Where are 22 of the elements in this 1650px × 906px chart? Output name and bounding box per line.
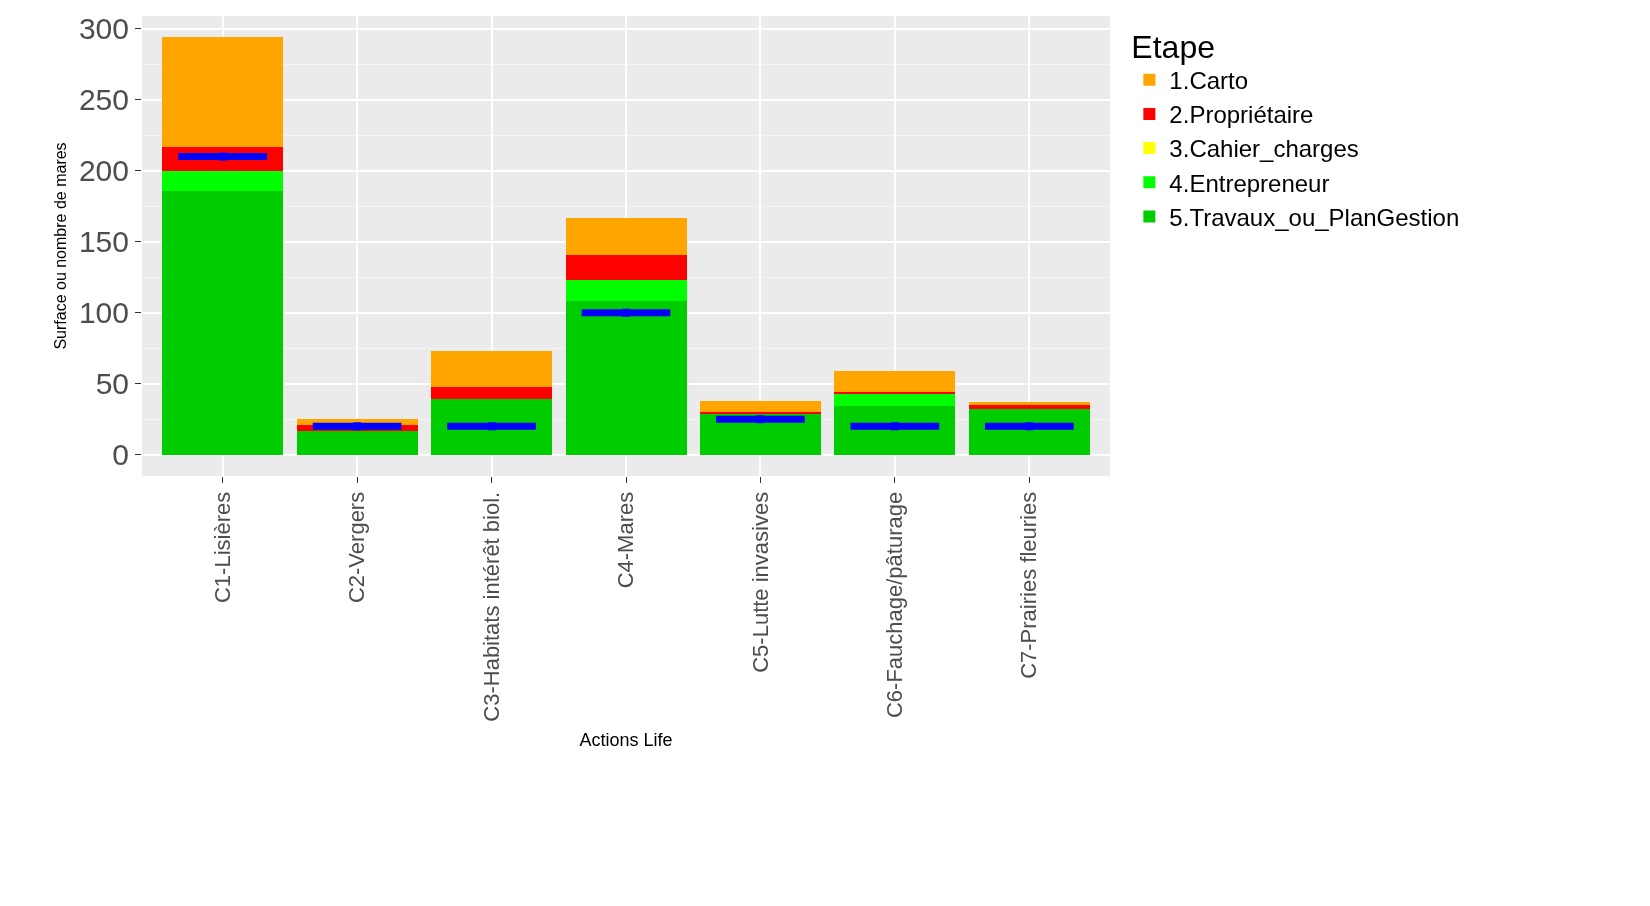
x-tick-label: C1-Lisières bbox=[209, 491, 235, 604]
y-tick-label: 200 bbox=[78, 154, 129, 188]
legend-label: 2.Propriétaire bbox=[1169, 101, 1314, 129]
x-tick-label: C5-Lutte invasives bbox=[747, 491, 773, 673]
legend-label: 4.Entrepreneur bbox=[1169, 169, 1330, 197]
x-axis-title: Actions Life bbox=[579, 729, 673, 750]
legend-label: 3.Cahier_charges bbox=[1169, 135, 1359, 163]
x-tick-label: C6-Fauchage/pâturage bbox=[882, 491, 908, 719]
legend-label: 1.Carto bbox=[1169, 67, 1249, 95]
x-tick-label: C4-Mares bbox=[613, 491, 639, 589]
y-tick-label: 0 bbox=[112, 438, 129, 472]
legend-label: 5.Travaux_ou_PlanGestion bbox=[1169, 203, 1460, 231]
legend-title: Etape bbox=[1131, 28, 1215, 65]
y-tick-label: 250 bbox=[78, 83, 129, 117]
y-axis-title: Surface ou nombre de mares bbox=[51, 142, 69, 350]
y-tick-label: 50 bbox=[95, 367, 129, 401]
x-tick-label: C2-Vergers bbox=[344, 491, 370, 604]
y-tick-label: 300 bbox=[78, 12, 129, 46]
y-tick-label: 100 bbox=[78, 296, 129, 330]
x-tick-label: C3-Habitats intérêt biol. bbox=[478, 491, 504, 722]
x-tick-label: C7-Prairies fleuries bbox=[1016, 491, 1042, 679]
y-tick-label: 150 bbox=[78, 225, 129, 259]
